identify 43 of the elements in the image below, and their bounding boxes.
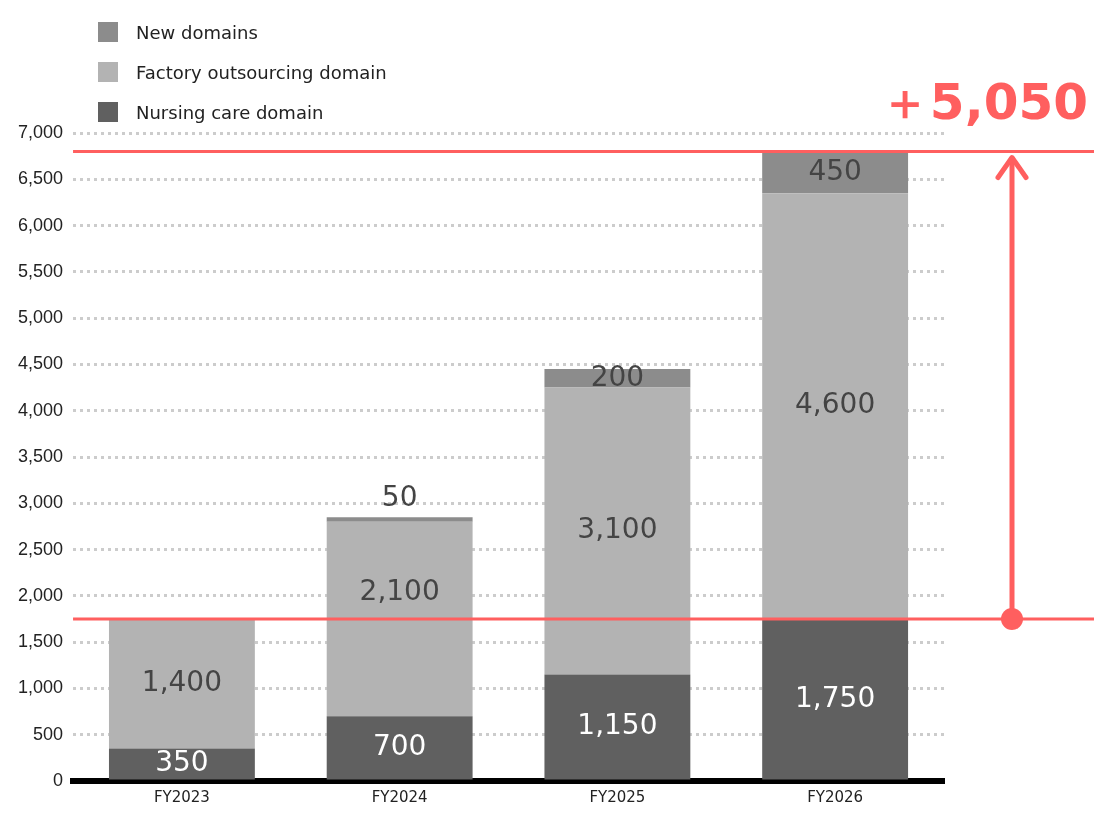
bar [326,517,473,522]
x-tick-label: FY2026 [807,787,864,806]
y-tick-label: 3,500 [18,445,64,466]
data-label: 450 [808,153,862,187]
legend-label: Nursing care domain [136,101,324,123]
bar [544,387,691,675]
y-tick-label: 1,000 [18,677,64,698]
y-tick-label: 6,000 [18,214,64,235]
y-tick-label: 1,500 [18,631,64,652]
data-label: 700 [372,729,427,763]
x-tick-label: FY2023 [153,787,210,806]
legend-label: Factory outsourcing domain [136,61,387,83]
data-label: 3,100 [577,512,658,546]
data-label: 50 [381,480,418,514]
data-label: 4,600 [795,387,876,421]
bar [762,619,909,780]
y-tick-label: 500 [33,723,64,744]
data-label: 200 [590,359,645,393]
y-tick-label: 2,500 [18,538,64,559]
data-label: 1,400 [141,665,222,699]
text: ＋5,050 [879,72,1088,131]
y-tick-label: 2,000 [18,584,64,605]
bar [326,716,473,780]
data-label: 2,100 [359,574,440,608]
y-tick-label: 4,000 [18,399,64,420]
bar [544,674,691,780]
data-label: 1,150 [577,708,658,742]
bar [108,748,255,780]
bar [108,619,255,749]
y-tick-label: 6,500 [18,168,64,189]
y-tick-label: 0 [53,769,64,790]
x-tick-label: FY2025 [589,787,646,806]
y-tick-label: 5,000 [18,307,64,328]
y-tick-label: 4,500 [18,353,64,374]
data-label: 1,750 [795,680,876,714]
y-tick-label: 7,000 [18,121,64,142]
bar [326,521,473,717]
y-tick-label: 3,000 [18,492,64,513]
legend-label: New domains [136,21,258,43]
y-tick-label: 5,500 [18,260,64,281]
data-label: 350 [155,745,209,779]
bar [762,193,909,619]
x-tick-label: FY2024 [371,787,428,806]
